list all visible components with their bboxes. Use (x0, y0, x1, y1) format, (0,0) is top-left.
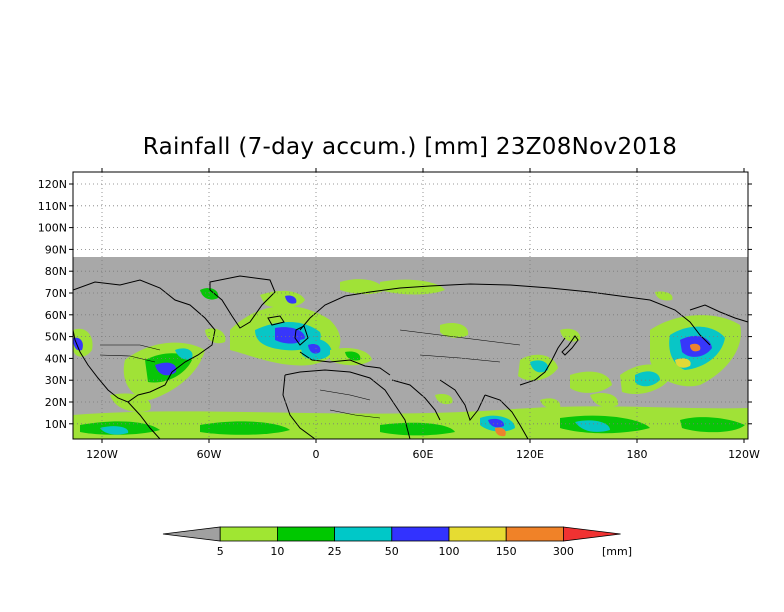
lon-label: 0 (313, 448, 320, 461)
colorbar-label: 50 (385, 545, 399, 558)
lon-label: 120E (516, 448, 544, 461)
colorbar-segment (448, 526, 507, 542)
colorbar-unit: [mm] (602, 545, 632, 558)
lat-label: 70N (45, 287, 67, 300)
lat-label: 80N (45, 265, 67, 278)
colorbar-segment (505, 526, 564, 542)
lat-label: 50N (45, 331, 67, 344)
lat-label: 10N (45, 418, 67, 431)
colorbar: 5 10 25 50 100 150 300 [mm] (162, 526, 632, 558)
coastlines (73, 275, 748, 439)
graticule (73, 172, 748, 439)
lat-label: 90N (45, 243, 67, 256)
colorbar-label: 25 (328, 545, 342, 558)
colorbar-label: 150 (496, 545, 517, 558)
lon-label: 120W (86, 448, 118, 461)
lat-label: 30N (45, 374, 67, 387)
lon-label: 60W (197, 448, 222, 461)
colorbar-segment (276, 526, 335, 542)
lat-label: 40N (45, 352, 67, 365)
colorbar-label: 100 (439, 545, 460, 558)
lat-label: 60N (45, 309, 67, 322)
colorbar-label: 300 (553, 545, 574, 558)
colorbar-label: 10 (270, 545, 284, 558)
lat-label: 100N (38, 222, 67, 235)
lat-label: 120N (38, 178, 67, 191)
colorbar-segment (219, 526, 278, 542)
lon-label: 60E (413, 448, 434, 461)
no-data-region (73, 172, 748, 257)
colorbar-low-triangle (162, 526, 221, 542)
colorbar-segment (334, 526, 393, 542)
colorbar-high-triangle (563, 526, 621, 542)
plot-frame (72, 171, 749, 440)
rainfall-shading (73, 279, 748, 439)
lon-label: 180 (627, 448, 648, 461)
colorbar-label: 5 (217, 545, 224, 558)
lon-label: 120W (728, 448, 760, 461)
colorbar-segment (391, 526, 450, 542)
lat-label: 110N (38, 200, 67, 213)
map-title: Rainfall (7-day accum.) [mm] 23Z08Nov201… (142, 134, 678, 160)
axis-ticks: 120N 110N 100N 90N 80N 70N 60N 50N 40N 30N 20N 10N 1… (38, 168, 760, 461)
lat-label: 20N (45, 396, 67, 409)
